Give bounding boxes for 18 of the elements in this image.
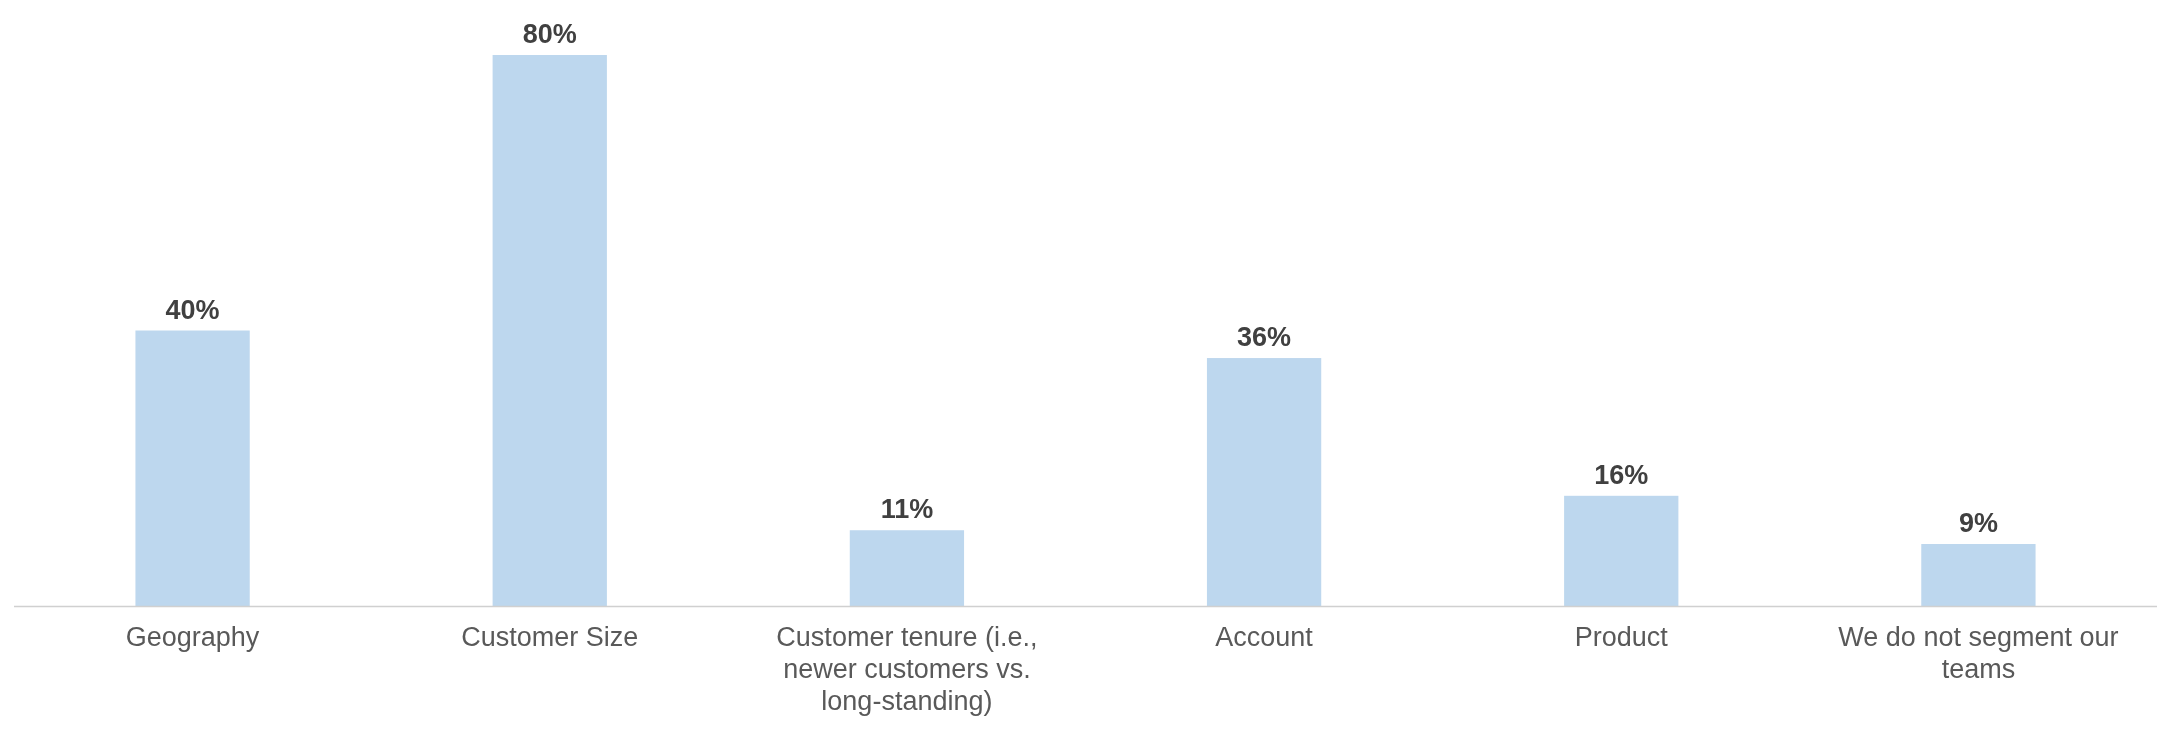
bar [1921, 544, 2036, 606]
x-tick-label: Geography [125, 622, 260, 652]
data-label: 11% [880, 494, 934, 525]
x-tick-label: We do not segment our teams [1838, 622, 2119, 684]
bar [492, 55, 607, 606]
bar [849, 530, 965, 606]
data-label: 40% [165, 294, 220, 325]
bar [135, 330, 250, 606]
data-label: 16% [1594, 459, 1649, 490]
data-label: 80% [522, 19, 577, 49]
data-label: 36% [1237, 322, 1292, 353]
bar [1206, 358, 1322, 606]
x-tick-label: Customer tenure (i.e., newer customers vs. long-standing) [776, 622, 1038, 716]
x-tick-label: Product [1574, 622, 1669, 652]
x-tick-label: Account [1215, 622, 1314, 652]
x-tick-label: Customer Size [461, 622, 639, 652]
data-label: 9% [1958, 508, 1998, 539]
bar [1564, 495, 1679, 606]
